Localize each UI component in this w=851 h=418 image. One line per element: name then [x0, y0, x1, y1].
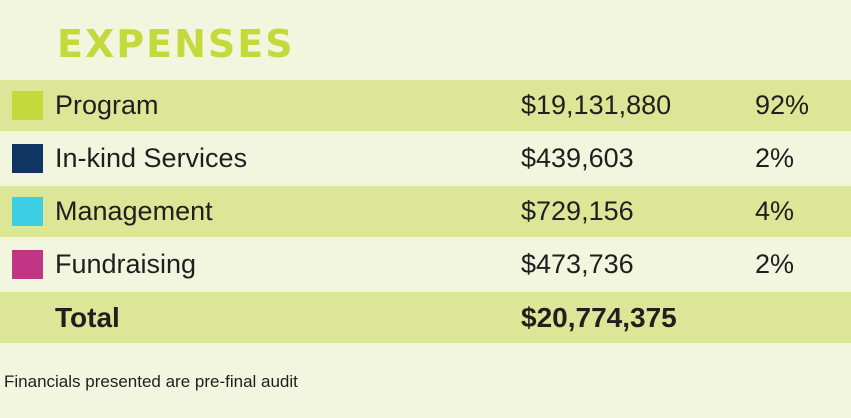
row-percent: 92%: [755, 90, 810, 120]
row-amount: $729,156: [521, 196, 634, 226]
table-row-fundraising: Fundraising $473,736 2%: [0, 239, 851, 290]
legend-swatch-in-kind-services: [12, 144, 43, 173]
row-amount: $439,603: [521, 143, 634, 173]
total-label: Total: [55, 302, 120, 333]
legend-swatch-fundraising: [12, 250, 43, 279]
row-amount: $19,131,880: [521, 90, 672, 120]
table-row-total: Total $20,774,375: [0, 292, 851, 343]
row-percent: 2%: [755, 143, 795, 173]
chart-title: EXPENSES: [57, 22, 295, 66]
table-row-management: Management $729,156 4%: [0, 186, 851, 237]
total-amount: $20,774,375: [521, 302, 677, 333]
row-amount: $473,736: [521, 249, 634, 279]
footnote: Financials presented are pre-final audit: [4, 372, 298, 391]
row-percent: 2%: [755, 249, 795, 279]
table-row-in-kind-services: In-kind Services $439,603 2%: [0, 133, 851, 184]
legend-swatch-program: [12, 91, 43, 120]
row-percent: 4%: [755, 196, 795, 226]
row-label: Management: [55, 196, 213, 226]
row-label: Fundraising: [55, 249, 197, 279]
table-row-program: Program $19,131,880 92%: [0, 80, 851, 131]
row-label: Program: [55, 90, 159, 120]
row-label: In-kind Services: [55, 143, 248, 173]
legend-swatch-management: [12, 197, 43, 226]
